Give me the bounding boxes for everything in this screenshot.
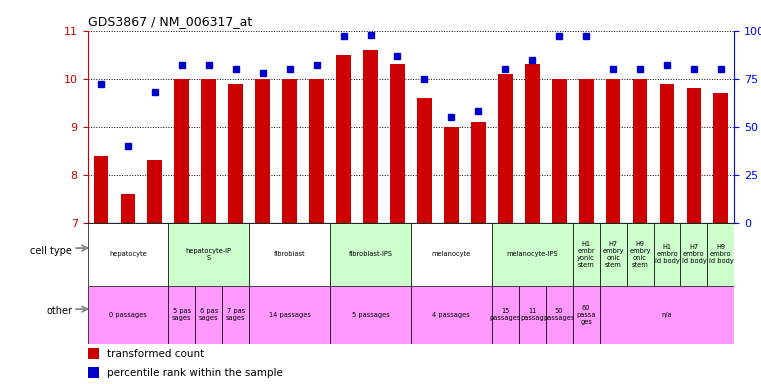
Text: 0 passages: 0 passages [109, 312, 147, 318]
Bar [411, 286, 492, 344]
Bar [444, 127, 459, 223]
Bar [714, 93, 728, 223]
Bar [282, 79, 297, 223]
Bar [519, 286, 546, 344]
Text: 15
passages: 15 passages [489, 308, 521, 321]
Bar [228, 84, 244, 223]
Text: 5 passages: 5 passages [352, 312, 390, 318]
Text: H9
embro
id body: H9 embro id body [708, 244, 734, 265]
Bar [168, 286, 196, 344]
Bar [148, 161, 162, 223]
Bar [88, 348, 99, 359]
Text: H7
embro
id body: H7 embro id body [682, 244, 706, 265]
Bar [222, 286, 250, 344]
Bar [546, 286, 573, 344]
Bar [578, 79, 594, 223]
Bar [660, 84, 674, 223]
Text: 60
passa
ges: 60 passa ges [576, 305, 596, 325]
Bar [411, 223, 492, 286]
Text: H1
embr
yonic
stem: H1 embr yonic stem [578, 241, 595, 268]
Bar [88, 367, 99, 378]
Bar [471, 122, 486, 223]
Bar [196, 286, 222, 344]
Bar [492, 286, 519, 344]
Text: 6 pas
sages: 6 pas sages [199, 308, 218, 321]
Bar [654, 223, 680, 286]
Bar [525, 64, 540, 223]
Text: H7
embry
onic
stem: H7 embry onic stem [602, 241, 624, 268]
Bar [573, 223, 600, 286]
Bar [680, 223, 708, 286]
Text: GDS3867 / NM_006317_at: GDS3867 / NM_006317_at [88, 15, 252, 28]
Bar [202, 79, 216, 223]
Text: n/a: n/a [661, 312, 672, 318]
Bar [88, 286, 168, 344]
Bar [573, 286, 600, 344]
Text: H9
embry
onic
stem: H9 embry onic stem [629, 241, 651, 268]
Text: fibroblast-IPS: fibroblast-IPS [349, 252, 393, 257]
Text: 14 passages: 14 passages [269, 312, 310, 318]
Bar [250, 286, 330, 344]
Text: hepatocyte: hepatocyte [109, 252, 147, 257]
Bar [600, 223, 626, 286]
Bar [626, 223, 654, 286]
Bar [363, 50, 378, 223]
Text: 5 pas
sages: 5 pas sages [172, 308, 192, 321]
Text: transformed count: transformed count [107, 349, 204, 359]
Bar [94, 156, 108, 223]
Bar [492, 223, 573, 286]
Bar [417, 98, 431, 223]
Bar [120, 194, 135, 223]
Bar [336, 55, 351, 223]
Bar [174, 79, 189, 223]
Text: H1
embro
id body: H1 embro id body [654, 244, 680, 265]
Text: cell type: cell type [30, 245, 72, 256]
Text: 4 passages: 4 passages [432, 312, 470, 318]
Bar [168, 223, 250, 286]
Bar [250, 223, 330, 286]
Text: fibroblast: fibroblast [274, 252, 305, 257]
Text: melanocyte-IPS: melanocyte-IPS [506, 252, 558, 257]
Bar [330, 286, 411, 344]
Bar [552, 79, 567, 223]
Text: hepatocyte-iP
S: hepatocyte-iP S [186, 248, 232, 261]
Bar [255, 79, 270, 223]
Bar [686, 88, 702, 223]
Text: melanocyte: melanocyte [431, 252, 471, 257]
Text: 11
passag: 11 passag [521, 308, 544, 321]
Bar [309, 79, 324, 223]
Bar [498, 74, 513, 223]
Bar [330, 223, 411, 286]
Text: 7 pas
sages: 7 pas sages [226, 308, 246, 321]
Bar [606, 79, 620, 223]
Bar [390, 64, 405, 223]
Text: percentile rank within the sample: percentile rank within the sample [107, 368, 283, 378]
Bar [600, 286, 734, 344]
Bar [708, 223, 734, 286]
Bar [632, 79, 648, 223]
Bar [88, 223, 168, 286]
Text: other: other [46, 306, 72, 316]
Text: 50
passages: 50 passages [543, 308, 575, 321]
